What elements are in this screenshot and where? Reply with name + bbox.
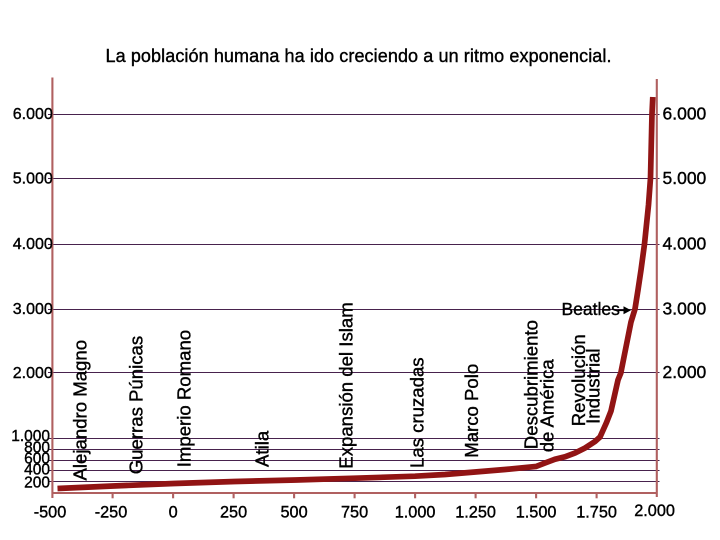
- svg-text:2.000: 2.000: [634, 502, 675, 520]
- svg-text:Industrial: Industrial: [583, 348, 604, 423]
- svg-text:3.000: 3.000: [663, 299, 707, 319]
- svg-text:0: 0: [169, 503, 178, 521]
- svg-text:3.000: 3.000: [13, 301, 53, 318]
- svg-text:2.000: 2.000: [13, 365, 53, 382]
- svg-text:5.000: 5.000: [13, 171, 53, 188]
- svg-text:-250: -250: [95, 503, 128, 521]
- svg-text:Descubrimiento: Descubrimiento: [520, 320, 541, 449]
- svg-text:Beatles: Beatles: [562, 299, 621, 319]
- svg-text:400: 400: [24, 462, 50, 479]
- svg-text:Alejandro Magno: Alejandro Magno: [70, 340, 91, 481]
- svg-text:Atila: Atila: [252, 430, 273, 467]
- svg-text:1.250: 1.250: [455, 503, 496, 521]
- svg-text:4.000: 4.000: [13, 236, 53, 253]
- svg-text:600: 600: [24, 451, 50, 468]
- svg-text:Expansión del Islam: Expansión del Islam: [335, 302, 356, 468]
- svg-text:1.000: 1.000: [11, 428, 50, 445]
- svg-text:-500: -500: [34, 503, 67, 521]
- svg-text:La población humana ha ido cre: La población humana ha ido creciendo a u…: [106, 46, 612, 66]
- svg-text:750: 750: [341, 503, 368, 521]
- svg-text:Revolución: Revolución: [568, 334, 589, 426]
- svg-text:Guerras Púnicas: Guerras Púnicas: [126, 336, 147, 474]
- svg-text:Imperio Romano: Imperio Romano: [173, 330, 194, 467]
- svg-text:1.750: 1.750: [576, 503, 617, 521]
- svg-text:Marco Polo: Marco Polo: [461, 364, 482, 458]
- svg-text:de América: de América: [537, 359, 558, 453]
- svg-text:6.000: 6.000: [663, 104, 707, 124]
- svg-text:800: 800: [24, 439, 50, 456]
- svg-text:1.500: 1.500: [516, 503, 557, 521]
- svg-text:1.000: 1.000: [395, 503, 436, 521]
- svg-text:Las cruzadas: Las cruzadas: [407, 357, 428, 468]
- svg-text:2.000: 2.000: [663, 362, 707, 382]
- svg-text:6.000: 6.000: [13, 106, 53, 123]
- svg-text:200: 200: [24, 474, 50, 491]
- svg-text:5.000: 5.000: [663, 168, 707, 188]
- svg-text:500: 500: [281, 503, 308, 521]
- svg-text:4.000: 4.000: [663, 234, 707, 254]
- svg-text:250: 250: [220, 503, 247, 521]
